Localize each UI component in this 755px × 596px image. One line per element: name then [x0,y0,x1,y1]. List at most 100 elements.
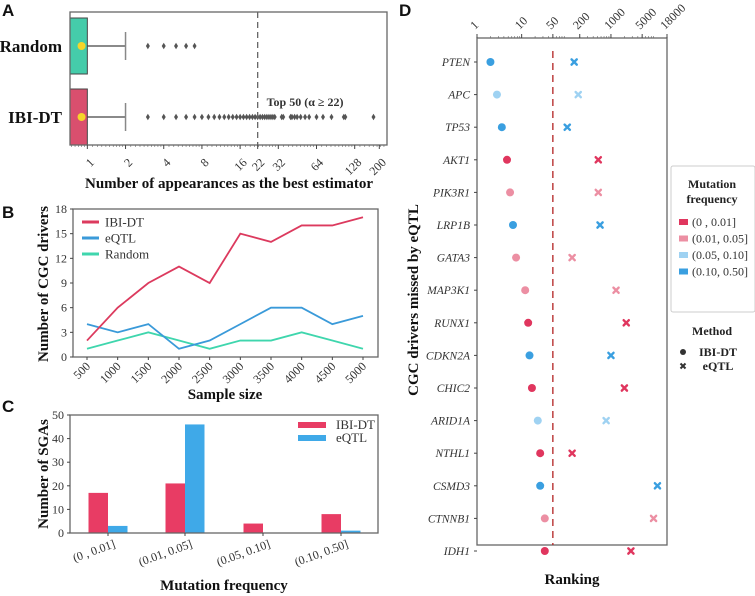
gene-label-csmd3: CSMD3 [433,481,470,493]
eqtl-point-apc [574,90,583,99]
x-tick-label: 1000 [601,5,628,32]
x-tick-label: 1500 [128,359,155,386]
category-label-random: Random [0,37,62,56]
eqtl-point-gata3 [568,253,576,262]
line-eqtl [86,306,364,350]
gene-label-runx1: RUNX1 [433,318,470,330]
panel-c-bar-chart: (0 , 0.01] (0.01, 0.05] (0.05, 0.10] (0.10,… [36,408,379,594]
eqtl-point-map3k1 [612,286,620,294]
panel-d-frame [476,37,668,546]
gene-label-chic2: CHIC2 [437,383,470,395]
x-tick-label: 32 [270,155,288,173]
panel-letter-c: C [2,397,14,416]
ibidt-point-runx1 [524,318,533,327]
eqtl-point-cdkn2a [607,351,615,360]
panel-c-frame [69,414,379,534]
legend-freq-title-2: frequency [686,192,737,206]
ibidt-point-map3k1 [521,286,530,295]
legend-freq-label-0: (0 , 0.01] [692,215,736,229]
x-tick-label: 2 [121,155,135,169]
outlier-ibi-dt [258,113,263,121]
ibidt-point-arid1a [533,416,542,425]
panel-d-ylabel: CGC drivers missed by eQTL [406,204,422,396]
legend-freq-swatch-0 [679,219,688,225]
outlier-ibi-dt [329,113,334,121]
mean-marker-ibi-dt [77,113,86,121]
outlier-ibi-dt [192,113,197,121]
legend-label-eqtl: eQTL [336,430,367,445]
legend-freq-title-1: Mutation [688,177,736,191]
y-tick-label: 30 [52,455,64,469]
y-tick-label: 10 [52,502,64,516]
x-tick-label: (0.01, 0.05] [137,537,194,569]
panel-c-ylabel: Number of SGAs [36,419,52,529]
bar-eqtl [341,530,361,533]
gene-label-akt1: AKT1 [442,155,470,167]
outlier-ibi-dt [303,113,308,121]
ibidt-point-lrp1b [508,221,517,229]
x-tick-label: 5000 [632,5,659,32]
panel-d-legend: Mutation frequency (0 , 0.01] (0.01, 0.05… [670,165,755,373]
ibidt-point-akt1 [503,155,512,164]
outlier-ibi-dt [199,113,204,121]
x-tick-label: (0 , 0.01] [71,537,117,565]
eqtl-point-csmd3 [653,482,662,490]
panel-letter-d: D [399,1,411,20]
legend-method-label-eqtl: eQTL [703,359,734,373]
legend-label-eqtl: eQTL [105,231,136,246]
gene-label-map3k1: MAP3K1 [426,285,470,297]
bar-ibi-dt [88,492,108,533]
x-tick-label: 3000 [220,359,247,386]
eqtl-point-idh1 [627,547,635,555]
gene-label-pten: PTEN [441,57,471,69]
outlier-ibi-dt [230,113,235,121]
line-ibi-dt [86,216,364,342]
outlier-random [145,42,150,50]
outlier-random [192,42,197,50]
panel-b-xlabel: Sample size [188,387,263,403]
gene-label-apc: APC [447,90,470,102]
category-label-ibi-dt: IBI-DT [8,108,63,127]
outlier-ibi-dt [266,113,271,121]
x-tick-label: 64 [308,155,326,173]
reference-line-label: Top 50 (α ≥ 22) [267,95,344,109]
y-tick-label: 6 [61,301,67,315]
line-random [86,331,364,350]
outlier-ibi-dt [222,113,227,121]
y-tick-label: 9 [61,276,67,290]
outlier-ibi-dt [145,113,150,121]
outlier-ibi-dt [174,113,179,121]
bar-eqtl [185,424,205,533]
x-tick-label: 1 [83,155,97,169]
eqtl-point-pten [570,58,578,66]
eqtl-point-lrp1b [596,221,604,229]
bar-ibi-dt [243,523,263,533]
ibidt-point-apc [492,90,501,99]
outlier-ibi-dt [272,113,277,121]
outlier-ibi-dt [161,113,166,121]
outlier-ibi-dt [343,113,348,121]
gene-label-arid1a: ARID1A [430,416,471,428]
x-tick-label: 2500 [189,359,216,386]
legend-freq-swatch-3 [679,268,688,275]
outlier-ibi-dt [371,113,376,121]
panel-d-xlabel: Ranking [544,572,600,588]
eqtl-point-arid1a [602,416,610,425]
y-tick-label: 18 [55,202,67,216]
outlier-ibi-dt [226,113,231,121]
legend-method-title: Method [692,324,732,338]
gene-label-idh1: IDH1 [443,546,470,558]
eqtl-point-chic2 [620,384,629,392]
outlier-ibi-dt [298,113,303,121]
x-tick-label: (0.10, 0.50] [293,537,350,569]
x-tick-label: 2000 [158,359,185,386]
x-tick-label: 22 [249,155,267,173]
outlier-ibi-dt [307,113,312,121]
ibidt-point-tp53 [497,123,506,132]
eqtl-point-runx1 [622,319,631,327]
gene-label-gata3: GATA3 [437,253,470,265]
y-tick-label: 20 [52,479,64,493]
legend-freq-label-3: (0.10, 0.50] [692,265,748,279]
x-tick-label: 1 [467,18,481,32]
gene-label-ctnnb1: CTNNB1 [428,513,470,525]
